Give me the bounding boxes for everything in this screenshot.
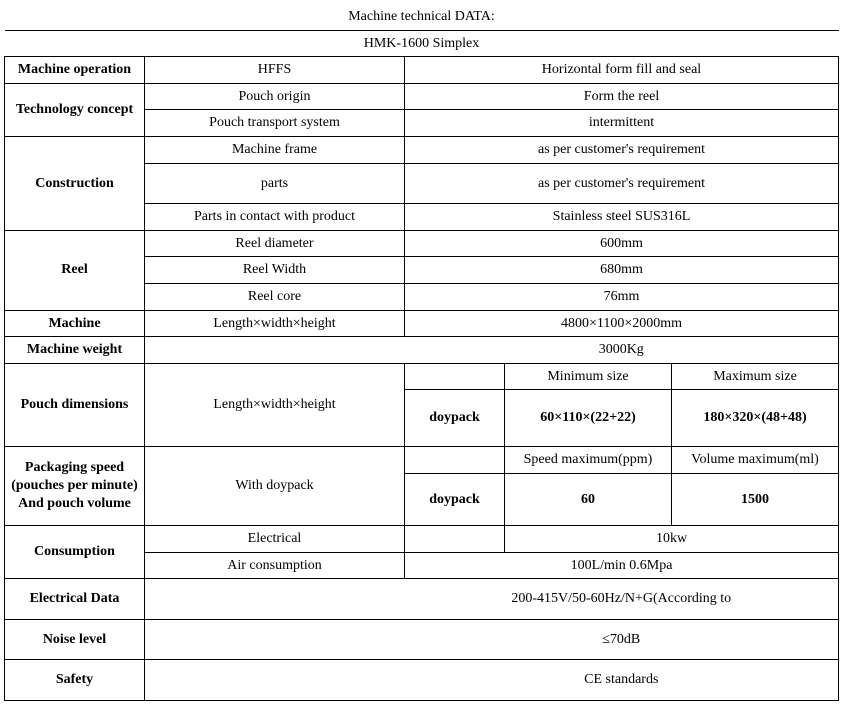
label: Machine weight bbox=[5, 337, 145, 364]
param: Air consumption bbox=[145, 552, 405, 579]
row-speed-hdr: Packaging speed (pouches per minute) And… bbox=[5, 446, 839, 473]
param: Parts in contact with product bbox=[145, 204, 405, 231]
label: Machine operation bbox=[5, 57, 145, 84]
value: Form the reel bbox=[405, 83, 839, 110]
row-pouch-dim-hdr: Pouch dimensions Length×width×height Min… bbox=[5, 363, 839, 390]
vol: 1500 bbox=[672, 473, 839, 526]
value: as per customer's requirement bbox=[405, 136, 839, 163]
label: Consumption bbox=[5, 526, 145, 579]
label: Noise level bbox=[5, 619, 145, 660]
value: 100L/min 0.6Mpa bbox=[405, 552, 839, 579]
label: Packaging speed (pouches per minute) And… bbox=[5, 446, 145, 525]
value: intermittent bbox=[405, 110, 839, 137]
param: Machine frame bbox=[145, 136, 405, 163]
blank bbox=[405, 363, 505, 390]
row-weight: Machine weight 3000Kg bbox=[5, 337, 839, 364]
label: Electrical Data bbox=[5, 579, 145, 620]
param: Length×width×height bbox=[145, 363, 405, 446]
value: CE standards bbox=[405, 660, 839, 701]
label: Safety bbox=[5, 660, 145, 701]
param-empty bbox=[145, 337, 405, 364]
value: 76mm bbox=[405, 283, 839, 310]
value: 10kw bbox=[505, 526, 839, 553]
row-reel-1: Reel Reel diameter 600mm bbox=[5, 230, 839, 257]
row-tech-concept-1: Technology concept Pouch origin Form the… bbox=[5, 83, 839, 110]
hdr-max: Maximum size bbox=[672, 363, 839, 390]
spec-table: Machine technical DATA: HMK-1600 Simplex… bbox=[4, 4, 839, 701]
max: 180×320×(48+48) bbox=[672, 390, 839, 447]
subtitle: HMK-1600 Simplex bbox=[5, 30, 839, 57]
param: Length×width×height bbox=[145, 310, 405, 337]
value: Horizontal form fill and seal bbox=[405, 57, 839, 84]
param: Pouch origin bbox=[145, 83, 405, 110]
row-noise: Noise level ≤70dB bbox=[5, 619, 839, 660]
label: Machine bbox=[5, 310, 145, 337]
blank bbox=[405, 526, 505, 553]
row-safety: Safety CE standards bbox=[5, 660, 839, 701]
label: Reel bbox=[5, 230, 145, 310]
row-consumption-1: Consumption Electrical 10kw bbox=[5, 526, 839, 553]
title: Machine technical DATA: bbox=[5, 4, 839, 30]
row-construction-1: Construction Machine frame as per custom… bbox=[5, 136, 839, 163]
value: 680mm bbox=[405, 257, 839, 284]
param: Reel core bbox=[145, 283, 405, 310]
param-empty bbox=[145, 660, 405, 701]
label: Pouch dimensions bbox=[5, 363, 145, 446]
label: Construction bbox=[5, 136, 145, 230]
param-empty bbox=[145, 579, 405, 620]
param: Reel Width bbox=[145, 257, 405, 284]
param: Reel diameter bbox=[145, 230, 405, 257]
blank bbox=[405, 446, 505, 473]
hdr-min: Minimum size bbox=[505, 363, 672, 390]
value: 200-415V/50-60Hz/N+G(According to bbox=[405, 579, 839, 620]
spd: 60 bbox=[505, 473, 672, 526]
title-row: Machine technical DATA: bbox=[5, 4, 839, 30]
param: parts bbox=[145, 163, 405, 204]
value: 3000Kg bbox=[405, 337, 839, 364]
min: 60×110×(22+22) bbox=[505, 390, 672, 447]
hdr-vol: Volume maximum(ml) bbox=[672, 446, 839, 473]
row-machine: Machine Length×width×height 4800×1100×20… bbox=[5, 310, 839, 337]
param: HFFS bbox=[145, 57, 405, 84]
param-empty bbox=[145, 619, 405, 660]
type: doypack bbox=[405, 473, 505, 526]
value: as per customer's requirement bbox=[405, 163, 839, 204]
param: Pouch transport system bbox=[145, 110, 405, 137]
value: Stainless steel SUS316L bbox=[405, 204, 839, 231]
hdr-speed: Speed maximum(ppm) bbox=[505, 446, 672, 473]
value: 600mm bbox=[405, 230, 839, 257]
value: ≤70dB bbox=[405, 619, 839, 660]
row-machine-operation: Machine operation HFFS Horizontal form f… bbox=[5, 57, 839, 84]
label: Technology concept bbox=[5, 83, 145, 136]
subtitle-row: HMK-1600 Simplex bbox=[5, 30, 839, 57]
value: 4800×1100×2000mm bbox=[405, 310, 839, 337]
param: Electrical bbox=[145, 526, 405, 553]
param: With doypack bbox=[145, 446, 405, 525]
type: doypack bbox=[405, 390, 505, 447]
row-electrical: Electrical Data 200-415V/50-60Hz/N+G(Acc… bbox=[5, 579, 839, 620]
